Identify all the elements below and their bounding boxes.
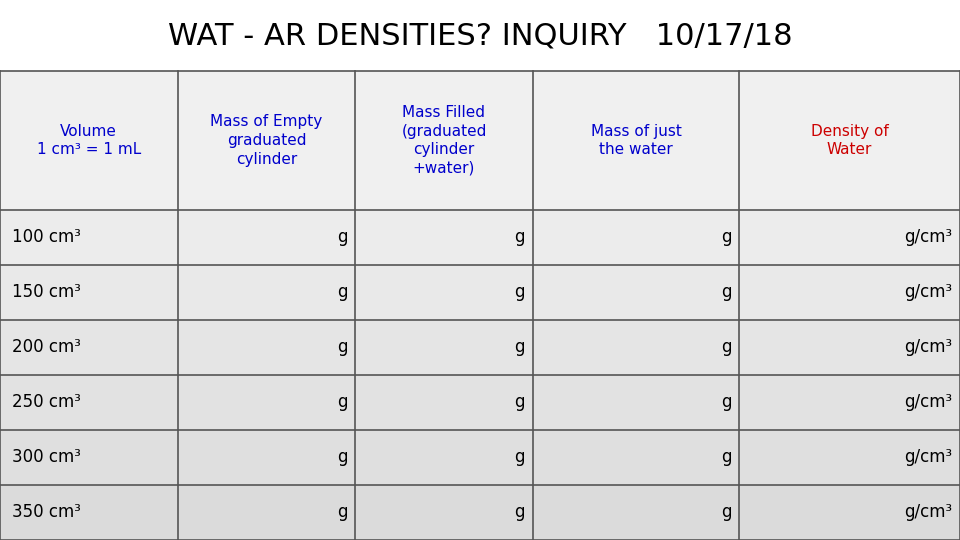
- Bar: [0, 71, 960, 210]
- Text: g/cm³: g/cm³: [904, 338, 952, 356]
- Bar: [0, 375, 960, 430]
- Text: g: g: [721, 338, 732, 356]
- Text: g: g: [515, 448, 525, 467]
- Text: g/cm³: g/cm³: [904, 283, 952, 301]
- Text: Mass Filled
(graduated
cylinder
+water): Mass Filled (graduated cylinder +water): [401, 105, 487, 176]
- Text: Mass of Empty
graduated
cylinder: Mass of Empty graduated cylinder: [210, 114, 323, 166]
- Text: g: g: [515, 283, 525, 301]
- Text: g: g: [721, 448, 732, 467]
- Text: g: g: [337, 503, 348, 522]
- Text: g: g: [515, 503, 525, 522]
- Text: g: g: [337, 338, 348, 356]
- Text: Density of
Water: Density of Water: [811, 124, 888, 157]
- Text: g: g: [337, 228, 348, 246]
- Text: g: g: [721, 228, 732, 246]
- Text: 100 cm³: 100 cm³: [12, 228, 81, 246]
- Bar: [0, 485, 960, 540]
- Text: g: g: [337, 393, 348, 411]
- Text: 200 cm³: 200 cm³: [12, 338, 81, 356]
- Text: g: g: [515, 338, 525, 356]
- Text: g: g: [721, 393, 732, 411]
- Text: 300 cm³: 300 cm³: [12, 448, 81, 467]
- Text: g: g: [515, 228, 525, 246]
- Text: g: g: [337, 448, 348, 467]
- Text: 150 cm³: 150 cm³: [12, 283, 81, 301]
- Text: Mass of just
the water: Mass of just the water: [590, 124, 682, 157]
- Text: g: g: [721, 283, 732, 301]
- Text: g: g: [337, 283, 348, 301]
- Text: g/cm³: g/cm³: [904, 448, 952, 467]
- Text: Volume
1 cm³ = 1 mL: Volume 1 cm³ = 1 mL: [36, 124, 141, 157]
- Text: g/cm³: g/cm³: [904, 393, 952, 411]
- Bar: [0, 320, 960, 375]
- Text: g/cm³: g/cm³: [904, 503, 952, 522]
- Bar: [0, 430, 960, 485]
- Text: g: g: [515, 393, 525, 411]
- Text: g/cm³: g/cm³: [904, 228, 952, 246]
- Text: 350 cm³: 350 cm³: [12, 503, 81, 522]
- Bar: [0, 265, 960, 320]
- Text: WAT - AR DENSITIES? INQUIRY   10/17/18: WAT - AR DENSITIES? INQUIRY 10/17/18: [168, 22, 792, 51]
- Bar: [0, 210, 960, 265]
- Text: g: g: [721, 503, 732, 522]
- Text: 250 cm³: 250 cm³: [12, 393, 81, 411]
